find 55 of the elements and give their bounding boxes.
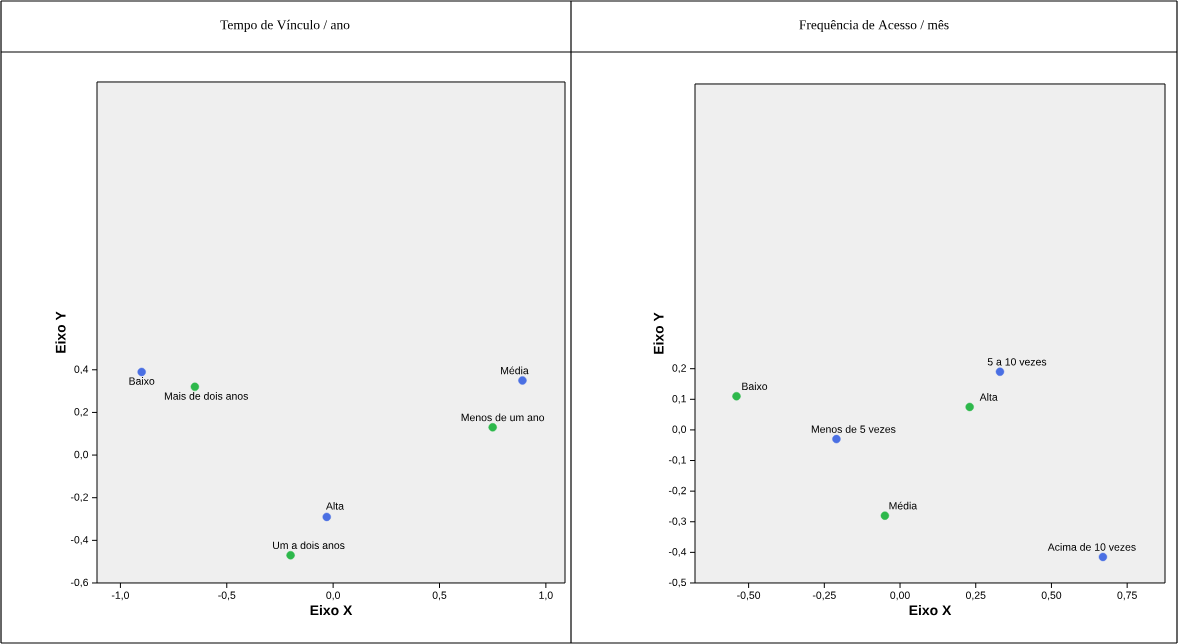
y-axis-title: Eixo Y	[653, 312, 664, 354]
y-tick-label: -0,3	[668, 517, 687, 527]
x-tick-label: -0,25	[812, 591, 836, 601]
chart-title: Frequência de Acesso / mês	[799, 19, 949, 33]
y-tick-label: -0,2	[668, 486, 686, 496]
point	[732, 392, 741, 401]
annotation: Acima de 10 vezes	[1047, 543, 1136, 551]
x-tick-label: 0,75	[1117, 591, 1137, 601]
x-axis-title: Eixo X	[909, 604, 952, 616]
y-tick-label: 0,2	[672, 364, 686, 374]
point	[965, 402, 974, 412]
x-tick-label: -1,0	[111, 591, 130, 601]
x-tick-label: 0,5	[432, 591, 447, 601]
point	[880, 511, 890, 520]
y-tick-label: -0,4	[70, 536, 89, 545]
y-tick-label: -0,5	[668, 578, 687, 588]
point	[286, 551, 295, 560]
point	[1098, 552, 1108, 562]
y-tick-label: 0,0	[74, 450, 89, 460]
y-tick-label: -0,4	[668, 548, 687, 557]
annotation: Alta	[979, 393, 998, 401]
x-tick-label: -0,5	[218, 591, 236, 601]
x-tick-label: 1,0	[539, 591, 553, 601]
point	[488, 423, 497, 432]
point	[995, 367, 1005, 376]
y-tick-label: -0,6	[70, 578, 89, 588]
chart-title: Tempo de Vínculo / ano	[220, 19, 350, 33]
x-tick-label: 0,50	[1041, 591, 1062, 601]
x-axis-title: Eixo X	[310, 604, 353, 616]
annotation: Média	[501, 366, 529, 375]
x-tick-label: -0,50	[737, 591, 761, 601]
point	[137, 367, 146, 377]
y-tick-label: -0,1	[668, 456, 686, 465]
y-axis-title: Eixo Y	[55, 311, 66, 353]
y-tick-label: 0,1	[672, 394, 686, 404]
y-tick-label: 0,4	[74, 365, 89, 375]
point	[322, 512, 331, 522]
x-tick-label: 0,25	[965, 591, 986, 601]
point	[832, 434, 841, 444]
y-tick-label: -0,2	[70, 493, 88, 503]
x-tick-label: 0,0	[326, 591, 340, 601]
y-tick-label: 0,0	[672, 425, 687, 435]
x-tick-label: 0,00	[890, 591, 910, 601]
point	[518, 376, 527, 385]
annotation: Mais de dois anos	[164, 392, 248, 400]
annotation: Alta	[325, 502, 344, 510]
annotation: Menos de um ano	[461, 413, 545, 422]
y-tick-label: 0,2	[74, 408, 88, 417]
annotation: Um a dois anos	[273, 541, 345, 550]
annotation: Baixo	[129, 377, 155, 385]
annotation: 5 a 10 vezes	[987, 358, 1047, 366]
point	[190, 382, 200, 392]
annotation: Menos de 5 vezes	[811, 425, 896, 433]
annotation: Média	[889, 501, 918, 510]
annotation: Baixo	[742, 382, 768, 391]
